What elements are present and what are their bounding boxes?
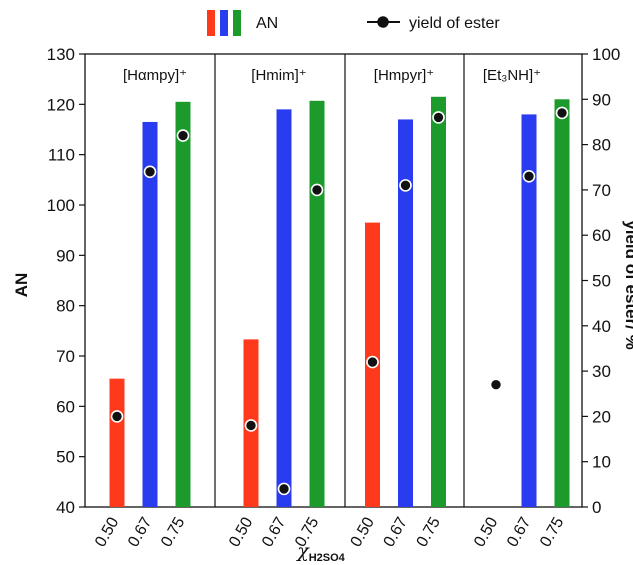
bar-layer (109, 96, 570, 508)
yield-point-4-0.75 (555, 106, 569, 120)
y-left-tick-label: 130 (47, 45, 75, 64)
yield-point-3-0.50 (366, 355, 379, 369)
y-left-tick-label: 100 (47, 196, 75, 215)
x-tick-label: 0.67 (504, 514, 534, 550)
y-right-tick-label: 30 (592, 362, 611, 381)
y-left-tick-label: 90 (56, 246, 75, 265)
x-tick-label: 0.75 (414, 514, 444, 550)
yield-point-1-0.50 (110, 410, 124, 423)
y-right-tick-label: 10 (592, 453, 611, 472)
legend-yield-label: yield of ester (409, 15, 500, 32)
y-left-tick-label: 120 (47, 95, 75, 114)
bar-an-1-0.75 (175, 101, 191, 508)
right-axis: 0 10 20 30 40 50 60 70 80 90 100 (582, 45, 620, 517)
x-axis-title: χH2SO4 (295, 540, 345, 564)
yield-point-1-0.67 (143, 165, 157, 179)
x-tick-label: 0.75 (537, 514, 567, 550)
y-right-tick-label: 50 (592, 272, 611, 291)
x-tick-label: 0.50 (348, 514, 378, 550)
x-tick-label: 0.50 (226, 514, 256, 550)
yield-point-2-0.50 (244, 419, 258, 432)
bar-an-2-0.67 (276, 109, 292, 507)
y-right-tick-label: 0 (592, 498, 601, 517)
yield-point-3-0.75 (432, 111, 445, 124)
y-right-tick-label: 60 (592, 226, 611, 245)
x-tick-label: 0.67 (259, 514, 289, 550)
bar-an-1-0.67 (142, 121, 158, 507)
y-axis-left-title: AN (12, 273, 31, 298)
legend-yield-marker (377, 16, 389, 28)
x-tick-label: 0.67 (381, 514, 411, 550)
legend-an-label: AN (256, 15, 278, 32)
bar-an-4-0.75 (554, 99, 570, 508)
y-left-tick-label: 60 (56, 397, 75, 416)
y-right-tick-label: 70 (592, 181, 611, 200)
group-label: [Hmim]⁺ (251, 67, 306, 84)
bar-an-1-0.50 (109, 378, 125, 507)
legend-swatch-red (207, 10, 215, 36)
group-dividers (214, 54, 465, 507)
y-left-tick-label: 50 (56, 448, 75, 467)
bar-an-3-0.75 (431, 96, 446, 508)
yield-points (110, 106, 569, 496)
y-left-tick-label: 70 (56, 347, 75, 366)
legend-swatch-green (233, 10, 241, 36)
yield-point-2-0.75 (310, 183, 324, 197)
y-right-tick-label: 80 (592, 136, 611, 155)
y-left-tick-label: 40 (56, 498, 75, 517)
group-label: [Hαmpy]⁺ (123, 67, 187, 84)
y-right-tick-label: 40 (592, 317, 611, 336)
yield-point-2-0.67 (277, 482, 291, 496)
x-tick-label: 0.75 (158, 514, 188, 550)
legend-swatch-blue (220, 10, 228, 36)
bar-an-3-0.67 (398, 119, 413, 507)
y-left-tick-label: 80 (56, 297, 75, 316)
y-right-tick-label: 20 (592, 407, 611, 426)
y-right-tick-label: 90 (592, 90, 611, 109)
bar-an-2-0.75 (309, 100, 325, 507)
plot-frame (84, 53, 583, 508)
x-tick-label: 0.50 (471, 514, 501, 550)
y-axis-right-title: yield of ester/ % (622, 220, 633, 349)
yield-point-4-0.50 (489, 378, 503, 391)
yield-point-1-0.75 (176, 129, 190, 142)
yield-point-3-0.67 (399, 179, 412, 192)
y-left-tick-label: 110 (48, 146, 75, 165)
y-right-tick-label: 100 (592, 45, 620, 64)
bar-an-4-0.67 (521, 114, 537, 508)
yield-point-4-0.67 (522, 170, 536, 183)
legend: AN yield of ester (207, 10, 500, 36)
x-tick-label: 0.67 (125, 514, 155, 550)
group-label: [Et₃NH]⁺ (483, 67, 541, 84)
group-labels: [Hαmpy]⁺ [Hmim]⁺ [Hmpyr]⁺ [Et₃NH]⁺ (123, 67, 541, 84)
group-label: [Hmpyr]⁺ (374, 67, 434, 84)
x-tick-label: 0.50 (92, 514, 122, 550)
left-axis: 40 50 60 70 80 90 100 110 120 130 (47, 45, 85, 517)
x-axis-ticks: 0.50 0.67 0.75 0.50 0.67 0.75 0.50 0.67 0.75 0.50… (92, 514, 567, 550)
